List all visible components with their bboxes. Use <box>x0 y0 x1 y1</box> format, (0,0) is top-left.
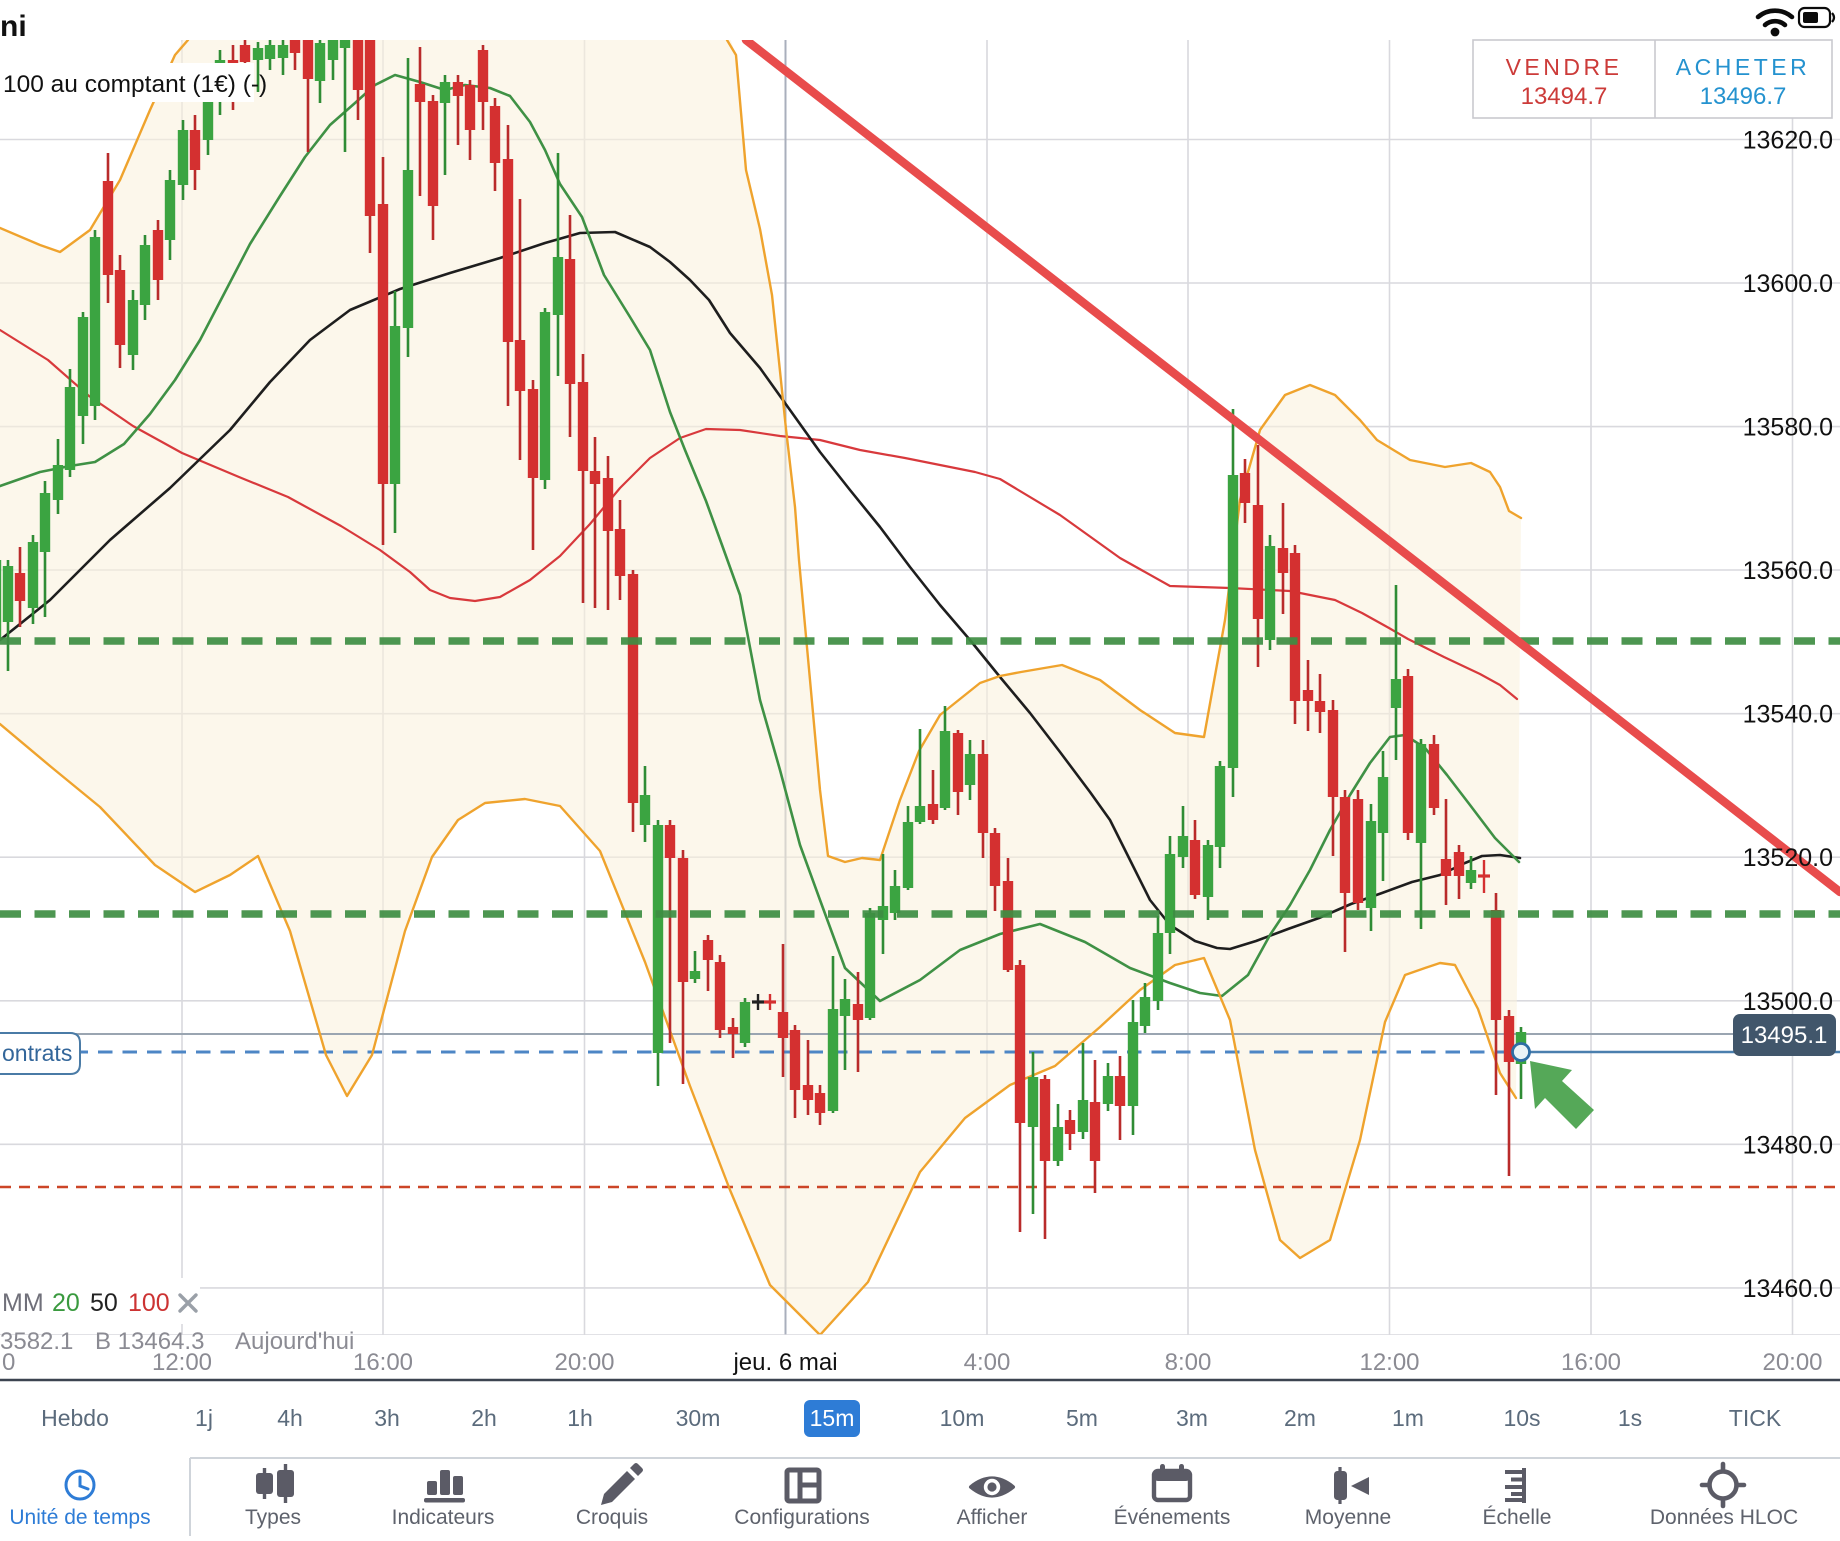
svg-text:0: 0 <box>2 1349 15 1376</box>
svg-text:4h: 4h <box>277 1405 303 1431</box>
svg-text:30m: 30m <box>676 1405 721 1431</box>
svg-text:1j: 1j <box>195 1405 213 1431</box>
svg-text:16:00: 16:00 <box>353 1349 413 1376</box>
svg-text:Types: Types <box>245 1506 301 1529</box>
svg-text:Indicateurs: Indicateurs <box>392 1506 495 1529</box>
svg-text:ontrats: ontrats <box>2 1040 72 1066</box>
svg-text:Configurations: Configurations <box>734 1506 869 1529</box>
svg-text:13496.7: 13496.7 <box>1700 83 1787 110</box>
svg-text:20: 20 <box>52 1289 80 1317</box>
svg-text:10m: 10m <box>940 1405 985 1431</box>
svg-text:100: 100 <box>128 1289 170 1317</box>
svg-text:13520.0: 13520.0 <box>1743 844 1833 872</box>
svg-text:8:00: 8:00 <box>1165 1349 1212 1376</box>
svg-text:3h: 3h <box>374 1405 400 1431</box>
svg-text:MM: MM <box>2 1289 44 1317</box>
svg-text:3582.1: 3582.1 <box>0 1328 73 1355</box>
svg-text:Échelle: Échelle <box>1483 1506 1552 1529</box>
svg-text:3m: 3m <box>1176 1405 1208 1431</box>
svg-text:1h: 1h <box>567 1405 593 1431</box>
svg-text:13580.0: 13580.0 <box>1743 414 1833 442</box>
svg-text:5m: 5m <box>1066 1405 1098 1431</box>
svg-text:TICK: TICK <box>1729 1405 1782 1431</box>
svg-text:Moyenne: Moyenne <box>1305 1506 1391 1529</box>
svg-text:ni: ni <box>0 10 27 43</box>
svg-text:12:00: 12:00 <box>1359 1349 1419 1376</box>
svg-text:20:00: 20:00 <box>1762 1349 1822 1376</box>
svg-text:Unité de temps: Unité de temps <box>9 1506 150 1529</box>
svg-text:VENDRE: VENDRE <box>1506 54 1623 80</box>
svg-text:B 13464.3: B 13464.3 <box>95 1328 204 1355</box>
svg-text:100 au comptant (1€) (-): 100 au comptant (1€) (-) <box>3 71 267 98</box>
svg-text:jeu. 6 mai: jeu. 6 mai <box>732 1349 837 1376</box>
svg-text:13560.0: 13560.0 <box>1743 557 1833 585</box>
svg-text:20:00: 20:00 <box>554 1349 614 1376</box>
svg-text:1m: 1m <box>1392 1405 1424 1431</box>
svg-text:13620.0: 13620.0 <box>1743 127 1833 155</box>
svg-text:Données HLOC: Données HLOC <box>1650 1506 1798 1529</box>
svg-text:13495.1: 13495.1 <box>1741 1022 1828 1049</box>
svg-text:Hebdo: Hebdo <box>41 1405 109 1431</box>
svg-text:2m: 2m <box>1284 1405 1316 1431</box>
svg-text:ACHETER: ACHETER <box>1676 54 1810 80</box>
svg-text:1s: 1s <box>1618 1405 1642 1431</box>
svg-text:16:00: 16:00 <box>1561 1349 1621 1376</box>
svg-text:13600.0: 13600.0 <box>1743 270 1833 298</box>
svg-text:13480.0: 13480.0 <box>1743 1131 1833 1159</box>
svg-text:4:00: 4:00 <box>964 1349 1011 1376</box>
svg-text:13494.7: 13494.7 <box>1521 83 1608 110</box>
svg-text:13460.0: 13460.0 <box>1743 1275 1833 1303</box>
svg-text:15m: 15m <box>810 1405 855 1431</box>
svg-text:Afficher: Afficher <box>957 1506 1028 1529</box>
svg-text:10s: 10s <box>1503 1405 1540 1431</box>
svg-text:Événements: Événements <box>1114 1506 1231 1529</box>
svg-text:13540.0: 13540.0 <box>1743 701 1833 729</box>
svg-text:Aujourd'hui: Aujourd'hui <box>235 1328 354 1355</box>
svg-text:50: 50 <box>90 1289 118 1317</box>
svg-text:12:00: 12:00 <box>152 1349 212 1376</box>
svg-text:Croquis: Croquis <box>576 1506 648 1529</box>
svg-text:2h: 2h <box>471 1405 497 1431</box>
svg-text:13500.0: 13500.0 <box>1743 988 1833 1016</box>
